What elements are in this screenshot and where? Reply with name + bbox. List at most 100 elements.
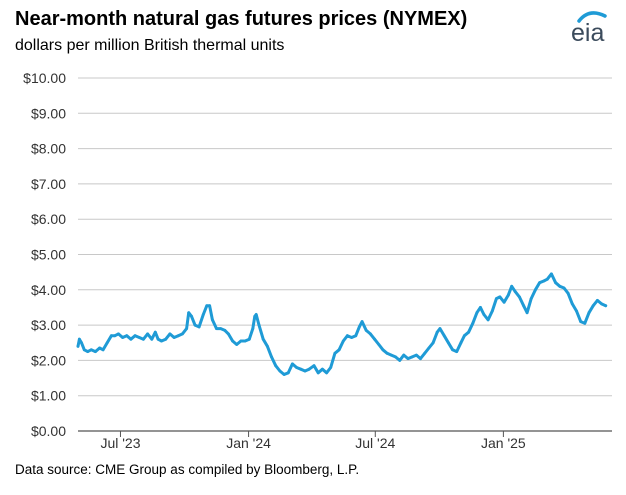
data-point [337,348,341,352]
data-point [587,311,591,315]
y-tick-label: $5.00 [31,247,66,263]
data-point [385,351,389,355]
data-point [381,348,385,352]
data-point [223,329,227,332]
data-point [164,337,168,341]
data-point [282,373,286,376]
data-point [522,304,525,308]
data-point [575,309,578,313]
data-point [187,311,191,315]
data-point [455,350,459,353]
data-point [389,353,393,357]
data-point [316,371,320,375]
data-point [475,311,479,315]
data-point [360,320,364,323]
data-point [545,277,549,281]
data-point [208,304,212,308]
data-point [307,367,311,371]
chart-subtitle: dollars per million British thermal unit… [15,37,285,54]
chart-title: Near-month natural gas futures prices (N… [15,8,468,30]
data-point [495,297,498,300]
data-point [98,346,101,350]
data-point [596,299,599,302]
data-point [160,339,163,343]
data-point [176,334,180,338]
data-point [86,350,90,353]
data-point [137,336,141,339]
logo-text: eia [571,19,604,46]
data-point [142,337,145,341]
data-point [94,350,97,353]
data-point [215,327,218,330]
data-point [251,327,255,330]
data-point [402,353,406,357]
data-point [156,337,160,341]
x-tick-label: Jan '25 [481,435,526,451]
data-point [558,284,562,288]
data-source-note: Data source: CME Group as compiled by Bl… [15,462,360,477]
data-point [471,321,475,325]
data-point [105,341,109,345]
data-point [427,346,431,350]
data-point [110,334,113,338]
data-point [181,332,184,336]
data-point [197,325,201,329]
data-point [550,272,553,276]
x-tick-label: Jul '24 [355,435,395,451]
data-point [510,284,514,288]
data-point [406,357,410,360]
data-point [364,329,368,332]
data-point [89,348,93,352]
x-tick-label: Jan '24 [226,435,271,451]
data-point [312,364,316,368]
data-point [129,337,133,341]
data-point [498,295,502,299]
series-line [76,272,608,376]
data-point [423,351,427,355]
data-point [419,357,422,360]
data-point [566,291,570,295]
data-point [299,367,303,371]
data-point [506,293,510,297]
data-point [243,339,247,343]
data-point [373,337,376,341]
data-point [235,343,239,346]
data-point [529,297,533,300]
data-point [278,369,282,373]
y-tick-label: $10.00 [23,70,66,86]
y-tick-label: $6.00 [31,211,66,227]
data-point [133,334,137,338]
data-point [591,304,595,308]
data-point [193,323,197,327]
data-point [415,353,418,357]
data-point [333,351,337,355]
data-point [357,325,361,329]
data-point [185,327,189,330]
data-point [369,332,372,336]
data-point [190,314,193,318]
data-point [398,359,402,362]
x-axis: Jul '23 Jan '24 Jul '24 Jan '25 [100,431,526,451]
data-point [534,288,537,292]
data-point [442,334,446,338]
data-point [583,321,587,325]
data-point [101,348,105,352]
y-tick-label: $2.00 [31,352,66,368]
data-point [490,309,494,313]
data-point [341,339,345,343]
logo-arc [577,11,607,23]
data-point [570,302,574,306]
data-points [76,272,608,376]
data-point [321,367,324,371]
data-point [459,341,463,345]
data-point [295,366,298,369]
data-point [153,330,157,334]
data-point [447,341,450,345]
data-point [291,362,294,366]
data-point [254,313,258,316]
data-point [329,366,333,369]
data-point [525,311,529,315]
data-point [604,304,608,308]
data-point [354,334,358,338]
data-point [600,302,603,306]
